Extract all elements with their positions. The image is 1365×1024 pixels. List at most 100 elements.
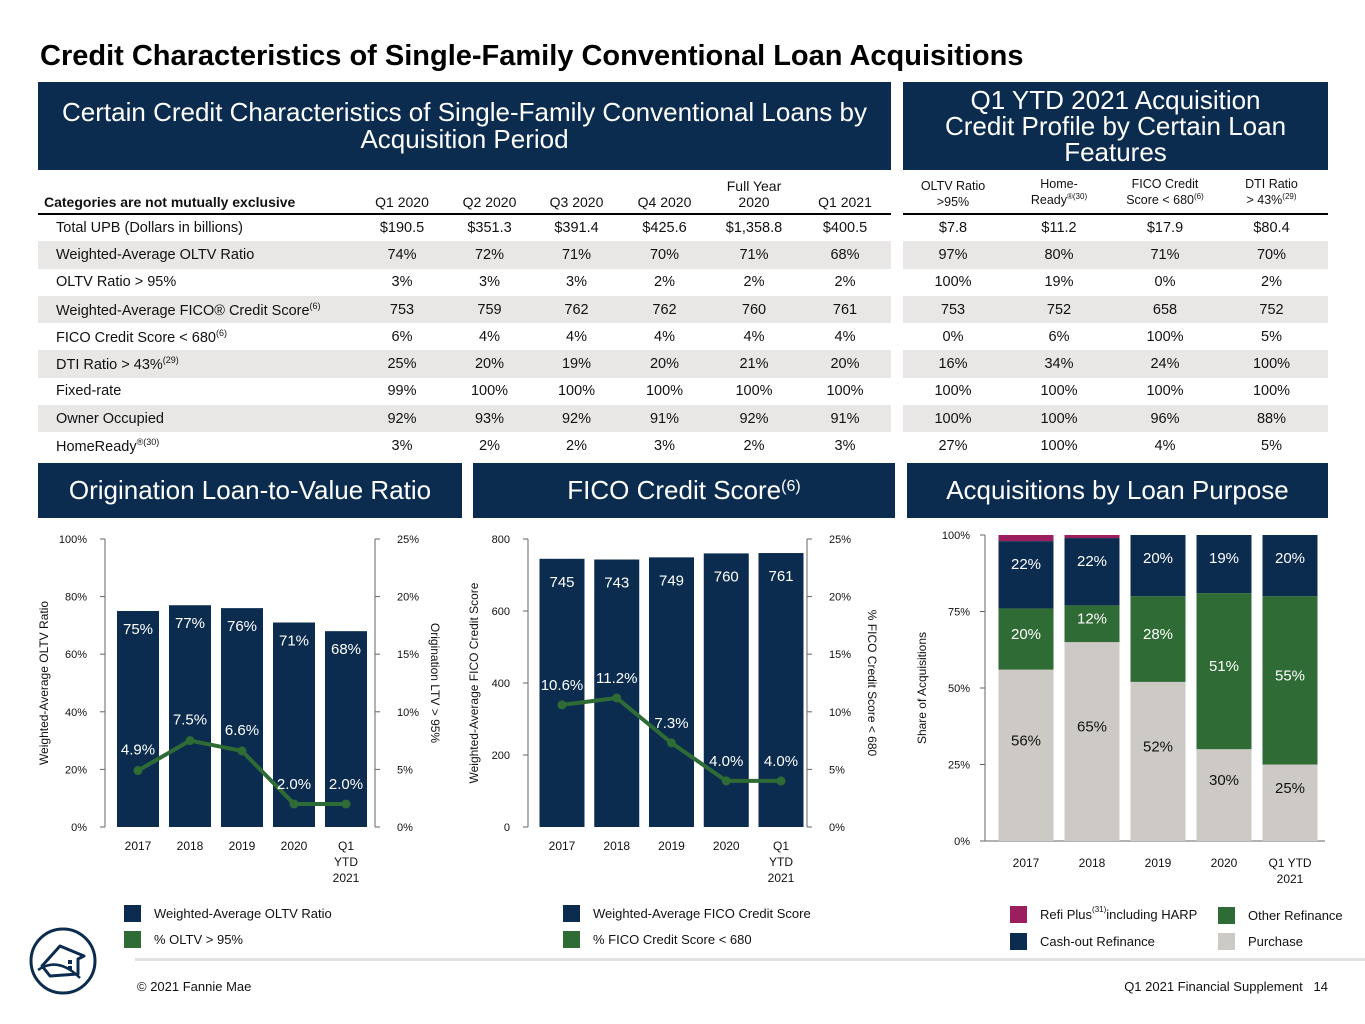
table-cell: $351.3 <box>467 220 512 237</box>
table-cell: 753 <box>940 301 966 318</box>
row-label: Total UPB (Dollars in billions) <box>56 220 243 237</box>
purpose-chart-header: Acquisitions by Loan Purpose <box>907 463 1328 518</box>
legend-swatch <box>1010 906 1027 923</box>
table-cell: 752 <box>1046 301 1072 318</box>
x-tick-label: 2021 <box>768 871 795 885</box>
table-b-header: Q1 YTD 2021 Acquisition Credit Profile b… <box>903 82 1328 170</box>
y-tick-label: 600 <box>492 606 510 618</box>
stacked-bar-segment <box>1130 681 1186 841</box>
line-point <box>133 766 143 776</box>
column-header: DTI Ratio > 43%(29) <box>1215 170 1328 215</box>
y2-tick-label: 5% <box>829 764 845 776</box>
x-tick-label: 2018 <box>1079 856 1106 870</box>
y2-axis-title: Origination LTV > 95% <box>428 623 442 744</box>
x-tick-label: 2017 <box>549 839 576 853</box>
table-cell: 4% <box>479 328 500 345</box>
bar-data-label: 77% <box>175 615 205 632</box>
table-cell: 4% <box>743 328 765 345</box>
row-label: Owner Occupied <box>56 410 164 427</box>
table-cell: 5% <box>1261 438 1282 455</box>
table-cell: 762 <box>564 301 589 318</box>
table-cell: 100% <box>1146 383 1184 400</box>
table-cell: 2% <box>743 274 765 291</box>
table-row: OLTV Ratio > 95% 3% 3% 3% 2% 2% 2% <box>38 269 891 296</box>
table-cell: 100% <box>934 274 972 291</box>
line-data-label: 6.6% <box>225 722 259 739</box>
y-tick-label: 60% <box>65 649 87 661</box>
table-cell: 20% <box>474 356 505 373</box>
column-header: Home- Ready®(30) <box>1003 170 1115 215</box>
row-label: Weighted-Average FICO® Credit Score(6) <box>56 300 321 319</box>
y2-tick-label: 10% <box>397 707 419 719</box>
legend-oltv-bar: Weighted-Average OLTV Ratio <box>124 905 332 922</box>
table-cell: 100% <box>557 383 596 400</box>
line-point <box>721 776 731 786</box>
y-tick-label: 40% <box>65 707 87 719</box>
table-cell: $17.9 <box>1146 220 1184 237</box>
bar <box>169 605 211 827</box>
row-label: HomeReady®(30) <box>56 437 160 455</box>
line-point <box>289 799 299 809</box>
y-tick-label: 75% <box>948 607 970 619</box>
legend-swatch <box>563 931 580 948</box>
table-cell: 96% <box>1150 410 1180 427</box>
y-tick-label: 80% <box>65 592 87 604</box>
column-header: Q1 2020 <box>358 170 446 215</box>
y2-tick-label: 15% <box>397 649 419 661</box>
acquisition-period-table: Categories are not mutually exclusive Q1… <box>38 170 891 460</box>
page-number: Q1 2021 Financial Supplement 14 <box>1124 979 1328 994</box>
table-cell: $80.4 <box>1253 220 1290 237</box>
column-header: Full Year 2020 <box>709 170 799 215</box>
line-point <box>776 776 786 786</box>
bar <box>273 622 315 827</box>
table-cell: 91% <box>649 410 680 427</box>
table-cell: 4% <box>1154 438 1176 455</box>
line-data-label: 4.0% <box>764 753 798 770</box>
table-cell: $1,358.8 <box>725 220 783 237</box>
column-header: Q3 2020 <box>533 170 620 215</box>
table-cell: 92% <box>739 410 769 427</box>
line-point <box>237 746 247 756</box>
stacked-bar-segment <box>998 535 1054 542</box>
table-cell: 72% <box>474 246 505 263</box>
page-title: Credit Characteristics of Single-Family … <box>40 40 1024 72</box>
table-cell: 24% <box>1150 356 1180 373</box>
table-cell: 3% <box>391 438 413 455</box>
x-tick-label: 2018 <box>603 839 630 853</box>
x-tick-label: Q1 YTD <box>1268 856 1311 870</box>
stacked-bar-segment <box>1064 605 1120 643</box>
table-header-row: Categories are not mutually exclusive Q1… <box>38 170 891 215</box>
line-data-label: 7.3% <box>654 715 688 732</box>
x-tick-label: 2021 <box>1277 872 1304 886</box>
table-row: Weighted-Average FICO® Credit Score(6) 75… <box>38 295 891 324</box>
table-cell: 34% <box>1044 356 1074 373</box>
table-cell: 4% <box>566 328 587 345</box>
table-cell: 21% <box>739 356 769 373</box>
table-cell: 759 <box>477 301 502 318</box>
column-header: Q2 2020 <box>446 170 533 215</box>
table-cell: 100% <box>735 383 773 400</box>
x-tick-label: 2021 <box>333 871 360 885</box>
stacked-bar-segment <box>1262 596 1318 765</box>
table-cell: 2% <box>1261 274 1282 291</box>
line-point <box>557 700 567 710</box>
table-cell: 70% <box>1256 246 1287 263</box>
line-data-label: 2.0% <box>329 776 363 793</box>
table-row: 100% 100% 96% 88% <box>903 405 1328 433</box>
y-axis-title: Share of Acquisitions <box>915 632 929 744</box>
table-cell: 3% <box>566 274 587 291</box>
stacked-bar-segment <box>1262 535 1318 597</box>
segment-data-label: 56% <box>1011 732 1041 749</box>
table-cell: 92% <box>561 410 592 427</box>
y-tick-label: 0% <box>71 822 87 834</box>
table-cell: 2% <box>479 438 500 455</box>
segment-data-label: 22% <box>1011 556 1041 573</box>
column-header: OLTV Ratio >95% <box>903 170 1003 215</box>
stacked-bar-segment <box>1064 538 1120 606</box>
table-cell: 71% <box>739 246 769 263</box>
legend-swatch <box>1010 933 1027 950</box>
segment-data-label: 25% <box>1275 780 1305 797</box>
x-tick-label: 2017 <box>125 839 152 853</box>
table-cell: $7.8 <box>938 220 968 237</box>
